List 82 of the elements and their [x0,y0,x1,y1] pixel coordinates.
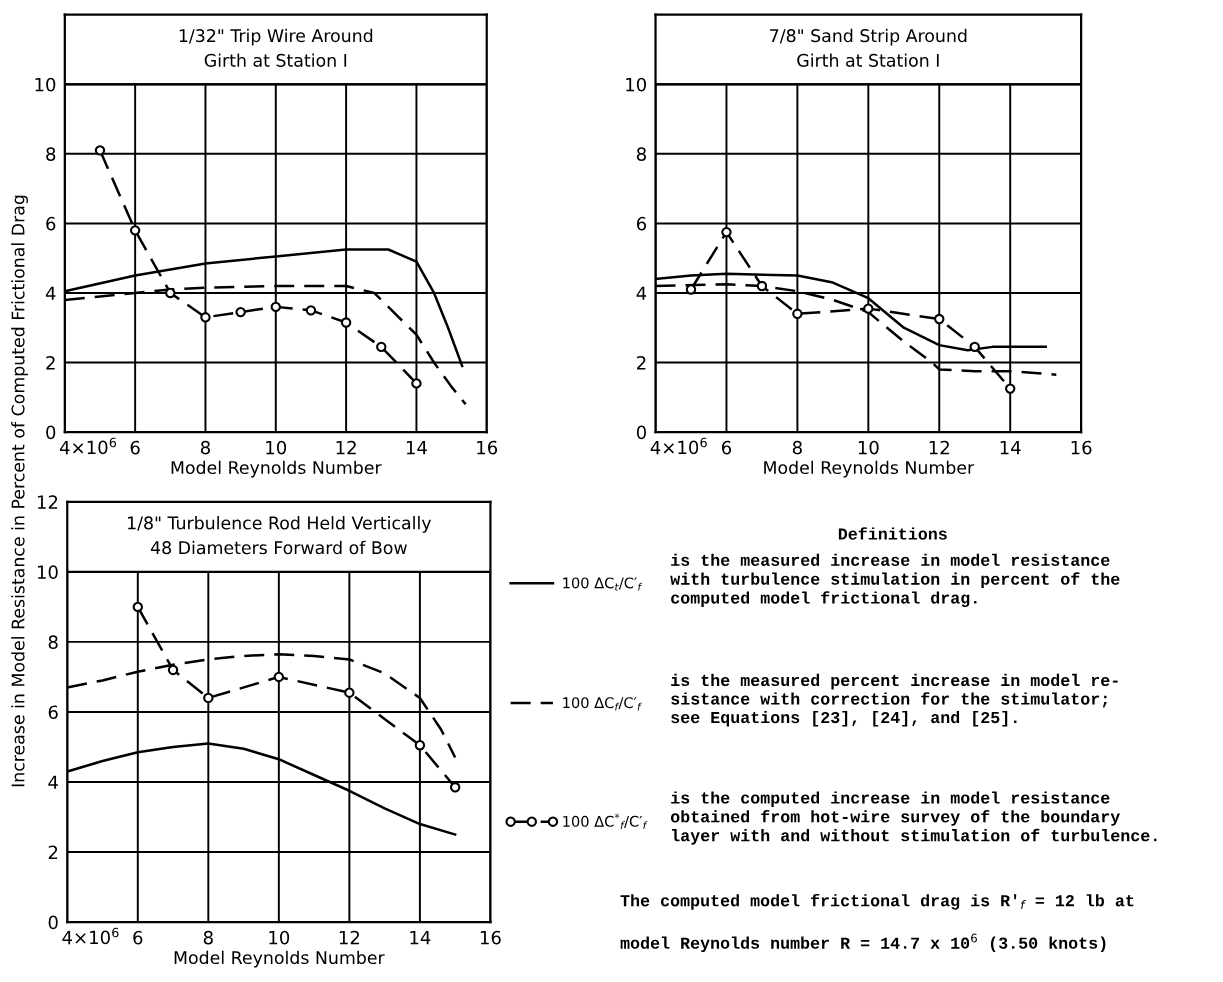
point [449,782,461,793]
point [94,145,106,156]
x-tick-label: 10 [269,930,290,945]
x-tick-label: 4 [59,440,70,455]
text: ×10$^{6}$ [663,437,707,455]
point [411,378,422,389]
x-tick-label: 8 [203,930,213,945]
y-tick-label: 2 [48,845,58,859]
point [863,303,874,314]
x-tick-label: 4 [62,930,72,945]
text: ×10$^{6}$ [73,437,117,455]
y-tick-label: 6 [48,705,58,720]
x-axis-title: Model Reynolds Number [764,460,975,478]
point [344,687,355,698]
point [129,225,141,236]
point [273,671,285,683]
point [340,317,352,328]
y-axis-title: Increase in Model Resistance in Percent of Computed Frictional Drag [11,195,28,787]
point [934,313,945,325]
text: is the computed increase in model resistance obtained from hot-wire survey of the boundary layer with and without stimulation of turbulence. [670,791,1157,845]
x-tick-label: 12 [339,930,360,945]
y-tick-label: 8 [636,147,646,161]
y-tick-label: 4 [48,775,58,789]
point [792,308,803,320]
y-tick-label: 10 [37,565,58,579]
y-tick-label: 6 [46,216,56,231]
x-tick-label: 6 [721,440,732,455]
point [167,664,179,676]
text: is the measured increase in model resistance with turbulence stimulation in percent of the computed model frictional drag. [670,553,1120,608]
x-tick-label: 12 [336,440,356,455]
y-tick-label: 2 [637,355,646,370]
x-tick-label: 4 [650,440,661,455]
point [1004,383,1016,394]
x-tick-label: 10 [858,440,879,455]
point [414,740,426,751]
x-tick-label: 8 [200,440,210,455]
x-tick-label: 10 [266,440,287,455]
legend-label: 100 ΔC$_{f}$/C′$_{f}$ [563,697,642,711]
point [969,341,980,353]
y-tick-label: 0 [636,425,646,440]
x-tick-label: 12 [929,440,949,455]
text: 1/32" Trip Wire Around Girth at Station I [179,28,373,67]
text: Definitions [838,527,947,540]
point [235,306,246,318]
x-tick-label: 14 [1000,440,1021,455]
x-tick-label: 6 [133,930,143,945]
y-tick-label: 4 [636,286,647,300]
point [756,280,768,292]
point [165,287,176,299]
x-axis-title: Model Reynolds Number [174,950,385,968]
y-tick-label: 12 [37,495,58,509]
y-tick-label: 8 [46,147,56,161]
x-axis-title: Model Reynolds Number [171,460,382,478]
y-tick-label: 4 [45,286,56,300]
y-tick-label: 6 [636,216,647,231]
x-tick-label: 6 [130,440,140,455]
y-tick-label: 0 [48,915,58,930]
x-tick-label: 8 [792,440,802,455]
text: is the measured percent increase in model re- sistance with correction for the stimulator; see Equations [23], [24], and [25]. [671,673,1118,727]
text: 1/8" Turbulence Rod Held Vertically 48 Diameters Forward of Bow [128,516,432,555]
text: The computed model frictional drag is R′$_{f}$ = 12 lb at model Reynolds number R = 14.7 x 10$^{6}$ (3.50 knots) [620,893,1134,953]
point [305,305,317,316]
y-tick-label: 10 [35,77,56,92]
point [376,341,387,353]
x-tick-label: 14 [406,440,427,455]
x-tick-label: 16 [477,440,498,455]
x-tick-label: 14 [410,930,431,945]
text: ×10$^{6}$ [75,927,119,945]
point [132,601,143,613]
y-tick-label: 0 [46,425,56,440]
x-tick-label: 16 [1071,440,1092,455]
point [270,301,281,313]
legend-label: 100 ΔC$_{t}$/C′$_{f}$ [563,577,643,591]
text: 7/8" Sand Strip Around Girth at Station I [770,28,967,67]
y-tick-label: 2 [46,355,55,370]
x-tick-label: 16 [480,930,501,945]
point [721,226,732,238]
point [200,312,211,323]
y-tick-label: 8 [48,635,58,650]
point [203,692,214,704]
y-tick-label: 10 [626,77,646,92]
legend-label: 100 ΔC$^{*}$$_{f}$/C′$_{f}$ [563,813,648,830]
